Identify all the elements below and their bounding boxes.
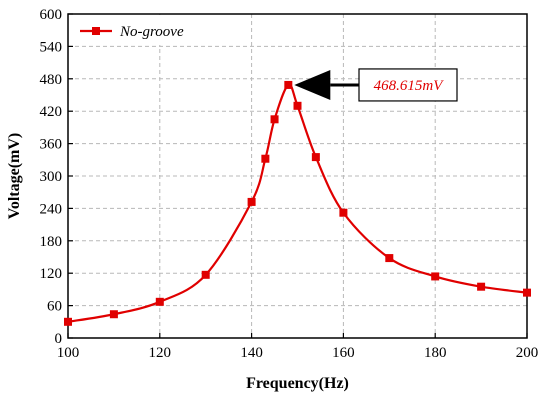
series-group bbox=[64, 80, 531, 326]
y-axis-label: Voltage(mV) bbox=[6, 133, 23, 220]
annotation-arrowhead bbox=[294, 69, 331, 100]
y-tick-label: 420 bbox=[40, 104, 63, 120]
annotation-box bbox=[358, 68, 458, 102]
x-tick-label: 200 bbox=[516, 345, 539, 361]
data-point-marker bbox=[261, 154, 270, 163]
data-point-marker bbox=[431, 272, 440, 281]
axis-ticks: 0 60 120 180 240 300 360 420 480 540 600 100 120 140 1… bbox=[40, 7, 539, 361]
data-point-marker bbox=[155, 297, 164, 306]
x-tick-label: 180 bbox=[424, 345, 447, 361]
y-tick-label: 540 bbox=[40, 39, 63, 55]
y-tick-label: 240 bbox=[40, 201, 63, 217]
series-line bbox=[67, 83, 528, 323]
data-point-marker bbox=[523, 288, 531, 297]
x-tick-label: 120 bbox=[149, 345, 172, 361]
legend-marker-swatch bbox=[92, 27, 100, 35]
grid-lines bbox=[68, 14, 527, 338]
data-point-marker bbox=[311, 153, 320, 162]
y-tick-label: 600 bbox=[40, 7, 63, 23]
legend: No-groove bbox=[69, 15, 199, 45]
data-point-marker bbox=[64, 317, 72, 326]
y-tick-label: 60 bbox=[47, 299, 62, 315]
data-point-marker bbox=[270, 115, 279, 124]
x-axis-label: Frequency(Hz) bbox=[246, 375, 349, 392]
y-tick-label: 480 bbox=[40, 72, 63, 88]
x-tick-label: 160 bbox=[332, 345, 355, 361]
y-tick-label: 360 bbox=[40, 137, 63, 153]
data-point-marker bbox=[109, 310, 118, 319]
annotation-label: 468.615mV bbox=[374, 78, 445, 94]
data-point-marker bbox=[293, 101, 302, 110]
plot-frame bbox=[67, 13, 528, 339]
y-tick-label: 120 bbox=[40, 266, 63, 282]
y-tick-label: 180 bbox=[40, 234, 63, 250]
y-tick-label: 0 bbox=[55, 331, 63, 347]
data-point-marker bbox=[339, 208, 348, 217]
x-tick-label: 100 bbox=[57, 345, 80, 361]
y-tick-label: 300 bbox=[40, 169, 63, 185]
data-point-marker bbox=[385, 254, 394, 263]
x-tick-label: 140 bbox=[240, 345, 263, 361]
data-point-marker bbox=[477, 282, 486, 291]
data-point-marker bbox=[284, 80, 293, 89]
data-point-marker bbox=[201, 270, 210, 279]
data-point-marker bbox=[247, 197, 256, 206]
peak-annotation: 468.615mV bbox=[294, 68, 458, 102]
legend-label: No-groove bbox=[119, 24, 184, 40]
